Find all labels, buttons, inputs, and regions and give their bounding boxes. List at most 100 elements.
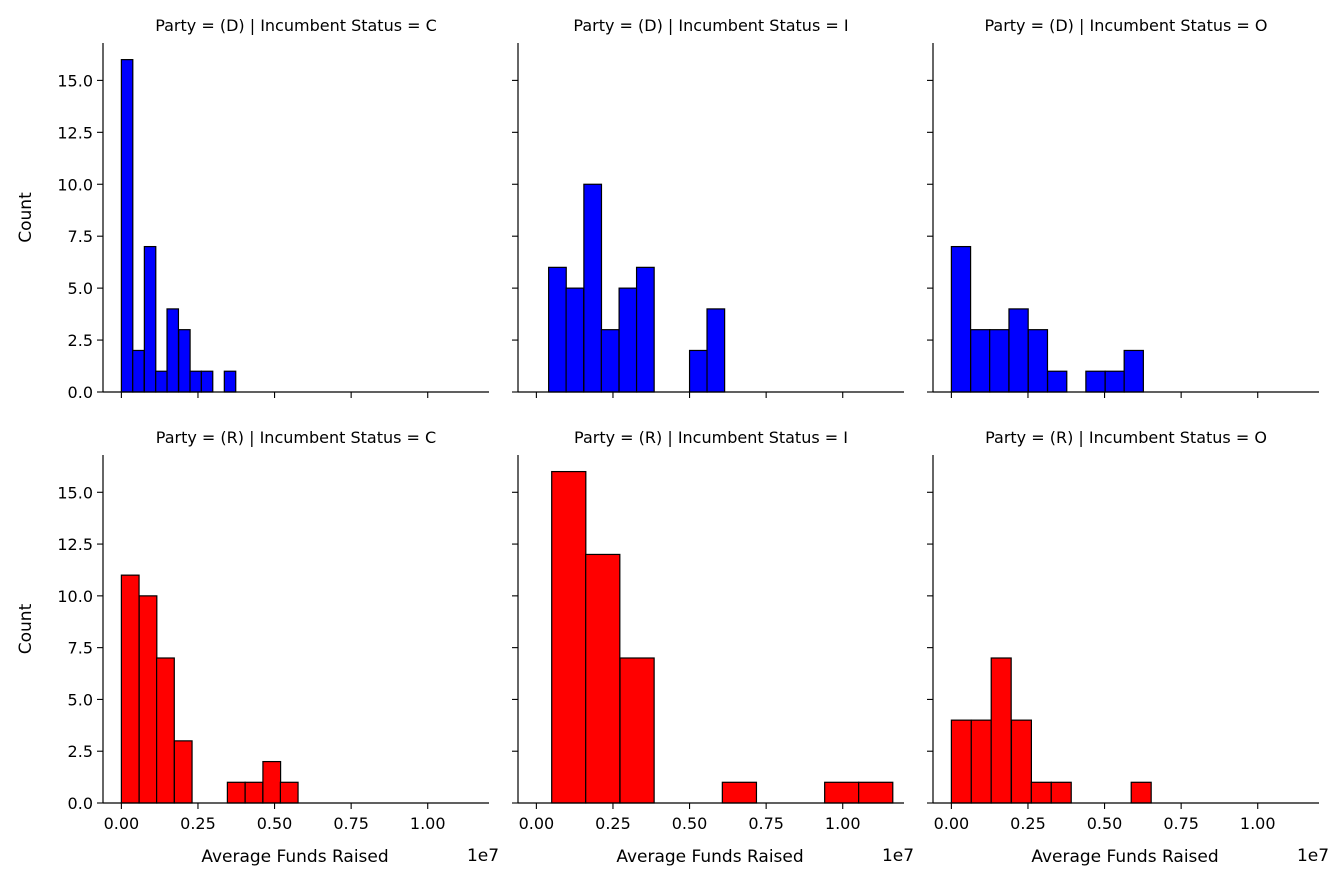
x-offset-label: 1e7	[882, 846, 914, 866]
facet-panel-1-2: Party = (D) | Incumbent Status = I	[512, 16, 904, 398]
histogram-bar	[1027, 329, 1049, 393]
axes-spines	[517, 43, 904, 393]
histogram-bar	[279, 781, 299, 804]
histogram-bar	[618, 287, 638, 393]
x-axis-label: Average Funds Raised	[616, 847, 803, 867]
histogram-bar	[706, 308, 726, 393]
axes-spines	[932, 43, 1319, 393]
histogram-bar	[619, 657, 655, 804]
y-tick-label: 7.5	[68, 227, 93, 246]
panel-title: Party = (D) | Incumbent Status = O	[984, 16, 1267, 35]
x-offset-label: 1e7	[1297, 846, 1329, 866]
facet-panel-2-1: Party = (R) | Incumbent Status = C 0.0 2.5…	[16, 428, 499, 867]
facet-panel-2-3: Party = (R) | Incumbent Status = O 0.00 0.…	[927, 428, 1329, 867]
axes-spines	[102, 43, 489, 393]
x-tick-label: 0.00	[104, 814, 140, 833]
axes-spines	[517, 455, 904, 804]
x-axis-label: Average Funds Raised	[201, 847, 388, 867]
histogram-bar	[138, 595, 158, 804]
x-axis-label: Average Funds Raised	[1031, 847, 1218, 867]
histogram-bar	[583, 183, 603, 393]
y-tick-label: 0.0	[68, 794, 93, 813]
histogram-bar	[1085, 370, 1106, 393]
histogram-bar	[200, 370, 214, 393]
x-tick-label: 0.00	[934, 814, 970, 833]
facet-panel-2-2: Party = (R) | Incumbent Status = I 0.00 0.…	[512, 428, 914, 867]
x-tick-label: 0.50	[672, 814, 708, 833]
axes-spines	[102, 455, 489, 804]
y-tick-label: 2.5	[68, 331, 93, 350]
x-tick-label: 0.75	[1163, 814, 1199, 833]
x-offset-label: 1e7	[467, 846, 499, 866]
histogram-bar	[721, 781, 758, 804]
panel-title: Party = (D) | Incumbent Status = C	[155, 16, 437, 35]
x-tick-label: 1.00	[410, 814, 446, 833]
y-tick-label: 12.5	[57, 535, 93, 554]
histogram-bar	[548, 266, 567, 393]
x-tick-label: 1.00	[825, 814, 861, 833]
histogram-bar	[155, 370, 168, 393]
histogram-bar	[824, 781, 860, 804]
y-tick-label: 2.5	[68, 742, 93, 761]
histogram-bar	[989, 329, 1010, 393]
histogram-bar	[189, 370, 203, 393]
facet-panel-1-3: Party = (D) | Incumbent Status = O	[927, 16, 1319, 398]
histogram-bar	[156, 657, 175, 804]
histogram-bar	[1104, 370, 1125, 393]
y-tick-label: 15.0	[57, 483, 93, 502]
x-tick-label: 0.75	[748, 814, 784, 833]
facet-panel-1-1: Party = (D) | Incumbent Status = C 0.0 2.5…	[16, 16, 489, 402]
histogram-bar	[173, 740, 193, 804]
histogram-bar	[223, 370, 237, 393]
histogram-bar	[1008, 308, 1029, 393]
x-tick-label: 0.50	[257, 814, 293, 833]
panel-title: Party = (D) | Incumbent Status = I	[573, 16, 848, 35]
histogram-bar	[1130, 781, 1152, 804]
histogram-bar	[1046, 370, 1068, 393]
histogram-bar	[120, 574, 140, 804]
x-tick-label: 0.25	[595, 814, 631, 833]
histogram-bar	[120, 59, 134, 393]
histogram-bar	[551, 470, 587, 804]
histogram-bar	[990, 657, 1012, 804]
y-tick-label: 5.0	[68, 690, 93, 709]
histogram-bar	[262, 760, 282, 804]
y-tick-label: 7.5	[68, 639, 93, 658]
histogram-bar	[178, 329, 191, 393]
y-tick-label: 10.0	[57, 587, 93, 606]
histogram-bar	[600, 329, 620, 393]
y-tick-label: 0.0	[68, 383, 93, 402]
panel-title: Party = (R) | Incumbent Status = C	[156, 428, 436, 447]
x-tick-label: 0.75	[333, 814, 369, 833]
histogram-bar	[1050, 781, 1072, 804]
y-tick-label: 12.5	[57, 123, 93, 142]
histogram-bar	[244, 781, 264, 804]
histogram-bar	[565, 287, 585, 393]
histogram-bar	[970, 329, 991, 393]
y-axis-label: Count	[16, 603, 36, 654]
x-tick-label: 0.25	[180, 814, 216, 833]
histogram-bar	[970, 719, 992, 804]
y-axis-label: Count	[16, 192, 36, 243]
histogram-bar	[688, 349, 708, 393]
y-tick-label: 15.0	[57, 71, 93, 90]
panel-title: Party = (R) | Incumbent Status = O	[985, 428, 1267, 447]
histogram-bar	[950, 245, 972, 393]
histogram-bar	[166, 308, 180, 393]
histogram-bar	[950, 719, 972, 804]
histogram-bar	[635, 266, 655, 393]
panel-title: Party = (R) | Incumbent Status = I	[574, 428, 848, 447]
histogram-bar	[1030, 781, 1052, 804]
y-tick-label: 5.0	[68, 279, 93, 298]
x-tick-label: 0.25	[1010, 814, 1046, 833]
histogram-bar	[1123, 349, 1144, 393]
x-tick-label: 1.00	[1240, 814, 1276, 833]
histogram-bar	[132, 349, 145, 393]
x-tick-label: 0.00	[519, 814, 555, 833]
axes-spines	[932, 455, 1319, 804]
histogram-bar	[1010, 719, 1032, 804]
y-tick-label: 10.0	[57, 175, 93, 194]
histogram-bar	[858, 781, 894, 804]
histogram-bar	[226, 781, 246, 804]
